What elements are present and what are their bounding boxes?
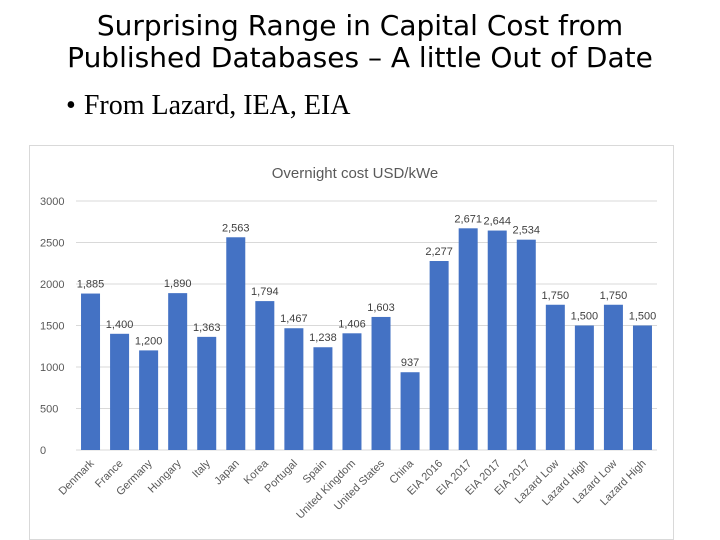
data-label: 1,500 [629,311,657,323]
bar [110,333,130,450]
data-label: 1,750 [600,290,628,302]
data-label: 1,200 [135,335,163,347]
bar [400,372,420,450]
data-label: 2,277 [425,246,453,258]
bar [487,230,507,450]
data-label: 2,671 [454,213,482,225]
x-tick-label: Japan [212,458,242,488]
bar [197,336,217,450]
data-label: 937 [401,357,419,369]
bar [371,316,391,450]
bar [226,237,246,450]
bar [603,304,623,450]
data-label: 1,890 [164,278,192,290]
data-label: 1,363 [193,322,221,334]
bar [168,293,188,450]
chart-title: Overnight cost USD/kWe [272,165,438,182]
data-label: 1,603 [367,302,395,314]
data-label: 1,750 [542,290,570,302]
data-label: 2,563 [222,222,250,234]
slide-title-line-1: Surprising Range in Capital Cost from [96,9,624,42]
chart-container: Overnight cost USD/kWe 1,885 1,400 1,200 1,… [29,145,674,540]
y-tick-label: 1500 [40,321,64,333]
bullet-text: From Lazard, IEA, EIA [83,90,351,121]
bar [313,347,333,450]
y-tick-label: 500 [40,404,58,416]
bar [429,261,449,450]
y-tick-label: 3000 [40,196,64,208]
bar [458,228,478,450]
data-label: 1,500 [571,311,599,323]
bullet-point: • From Lazard, IEA, EIA [66,90,351,122]
x-tick-label: Portugal [263,458,300,495]
bar [632,325,652,450]
bar [139,350,159,450]
y-tick-label: 0 [40,445,46,457]
bullet-marker: • [66,90,76,121]
bar [284,328,304,450]
data-label: 2,644 [483,216,511,228]
data-label: 1,885 [77,279,105,291]
data-label: 1,406 [338,318,366,330]
x-tick-label: Denmark [57,457,97,497]
data-label: 1,238 [309,332,337,344]
bar [545,304,565,450]
slide-title-line-2: Published Databases – A little Out of Da… [67,41,653,74]
data-label: 2,534 [513,225,541,237]
bar [81,293,101,450]
bar [342,333,362,450]
bar [516,239,536,450]
x-tick-label: Hungary [146,457,184,495]
y-tick-label: 2500 [40,238,64,250]
x-tick-label: Italy [190,457,213,480]
data-label: 1,467 [280,313,308,325]
data-label: 1,400 [106,319,134,331]
bar [574,325,594,450]
y-tick-label: 1000 [40,362,64,374]
bar [255,301,275,450]
y-tick-label: 2000 [40,279,64,291]
data-label: 1,794 [251,286,279,298]
